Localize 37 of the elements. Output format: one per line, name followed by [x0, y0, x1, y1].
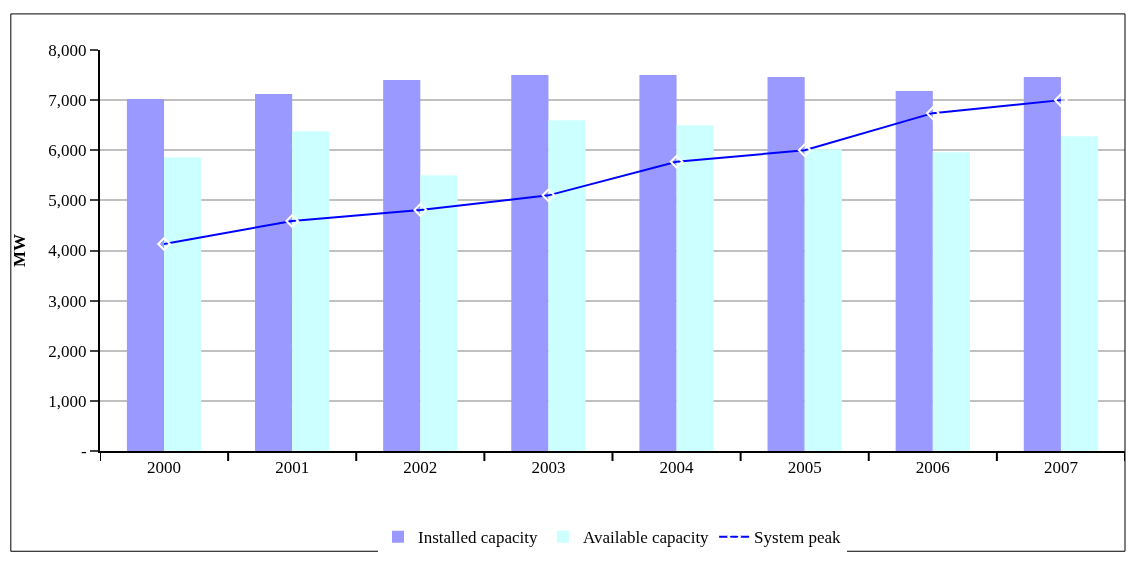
bar: [164, 157, 202, 451]
bar: [1060, 136, 1099, 451]
y-tick-label: 3,000: [48, 291, 87, 311]
bar: [895, 91, 933, 451]
bar: [639, 75, 677, 451]
y-tick-label: 5,000: [48, 191, 87, 211]
bar: [255, 94, 293, 451]
bar: [804, 149, 842, 451]
bar: [767, 77, 805, 451]
y-axis-title: MW: [10, 233, 30, 268]
y-tick-label: 8,000: [48, 40, 87, 60]
y-tick-label: 4,000: [48, 241, 87, 261]
bar: [292, 131, 330, 451]
y-tick-label: -: [80, 441, 87, 461]
bar: [932, 152, 970, 451]
legend-label: System peak: [754, 528, 842, 548]
bar: [1023, 77, 1061, 451]
y-tick-label: 2,000: [48, 341, 87, 361]
y-tick-label: 7,000: [48, 91, 87, 111]
x-tick-label: 2007: [1043, 458, 1079, 478]
x-tick-label: 2004: [659, 458, 695, 478]
x-tick-label: 2006: [915, 458, 950, 478]
x-tick-label: 2003: [531, 458, 566, 478]
bar: [126, 99, 165, 451]
x-tick-label: 2002: [403, 458, 438, 478]
x-tick-label: 2005: [787, 458, 822, 478]
bar: [420, 175, 458, 451]
bar: [383, 80, 421, 451]
x-tick-label: 2001: [275, 458, 310, 478]
bar: [511, 75, 549, 451]
x-tick-label: 2000: [147, 458, 182, 478]
bar: [676, 125, 714, 451]
bar: [548, 120, 586, 451]
legend-label: Installed capacity: [418, 528, 538, 548]
legend-label: Available capacity: [582, 528, 710, 548]
y-tick-label: 1,000: [48, 391, 87, 411]
y-tick-label: 6,000: [48, 141, 87, 161]
